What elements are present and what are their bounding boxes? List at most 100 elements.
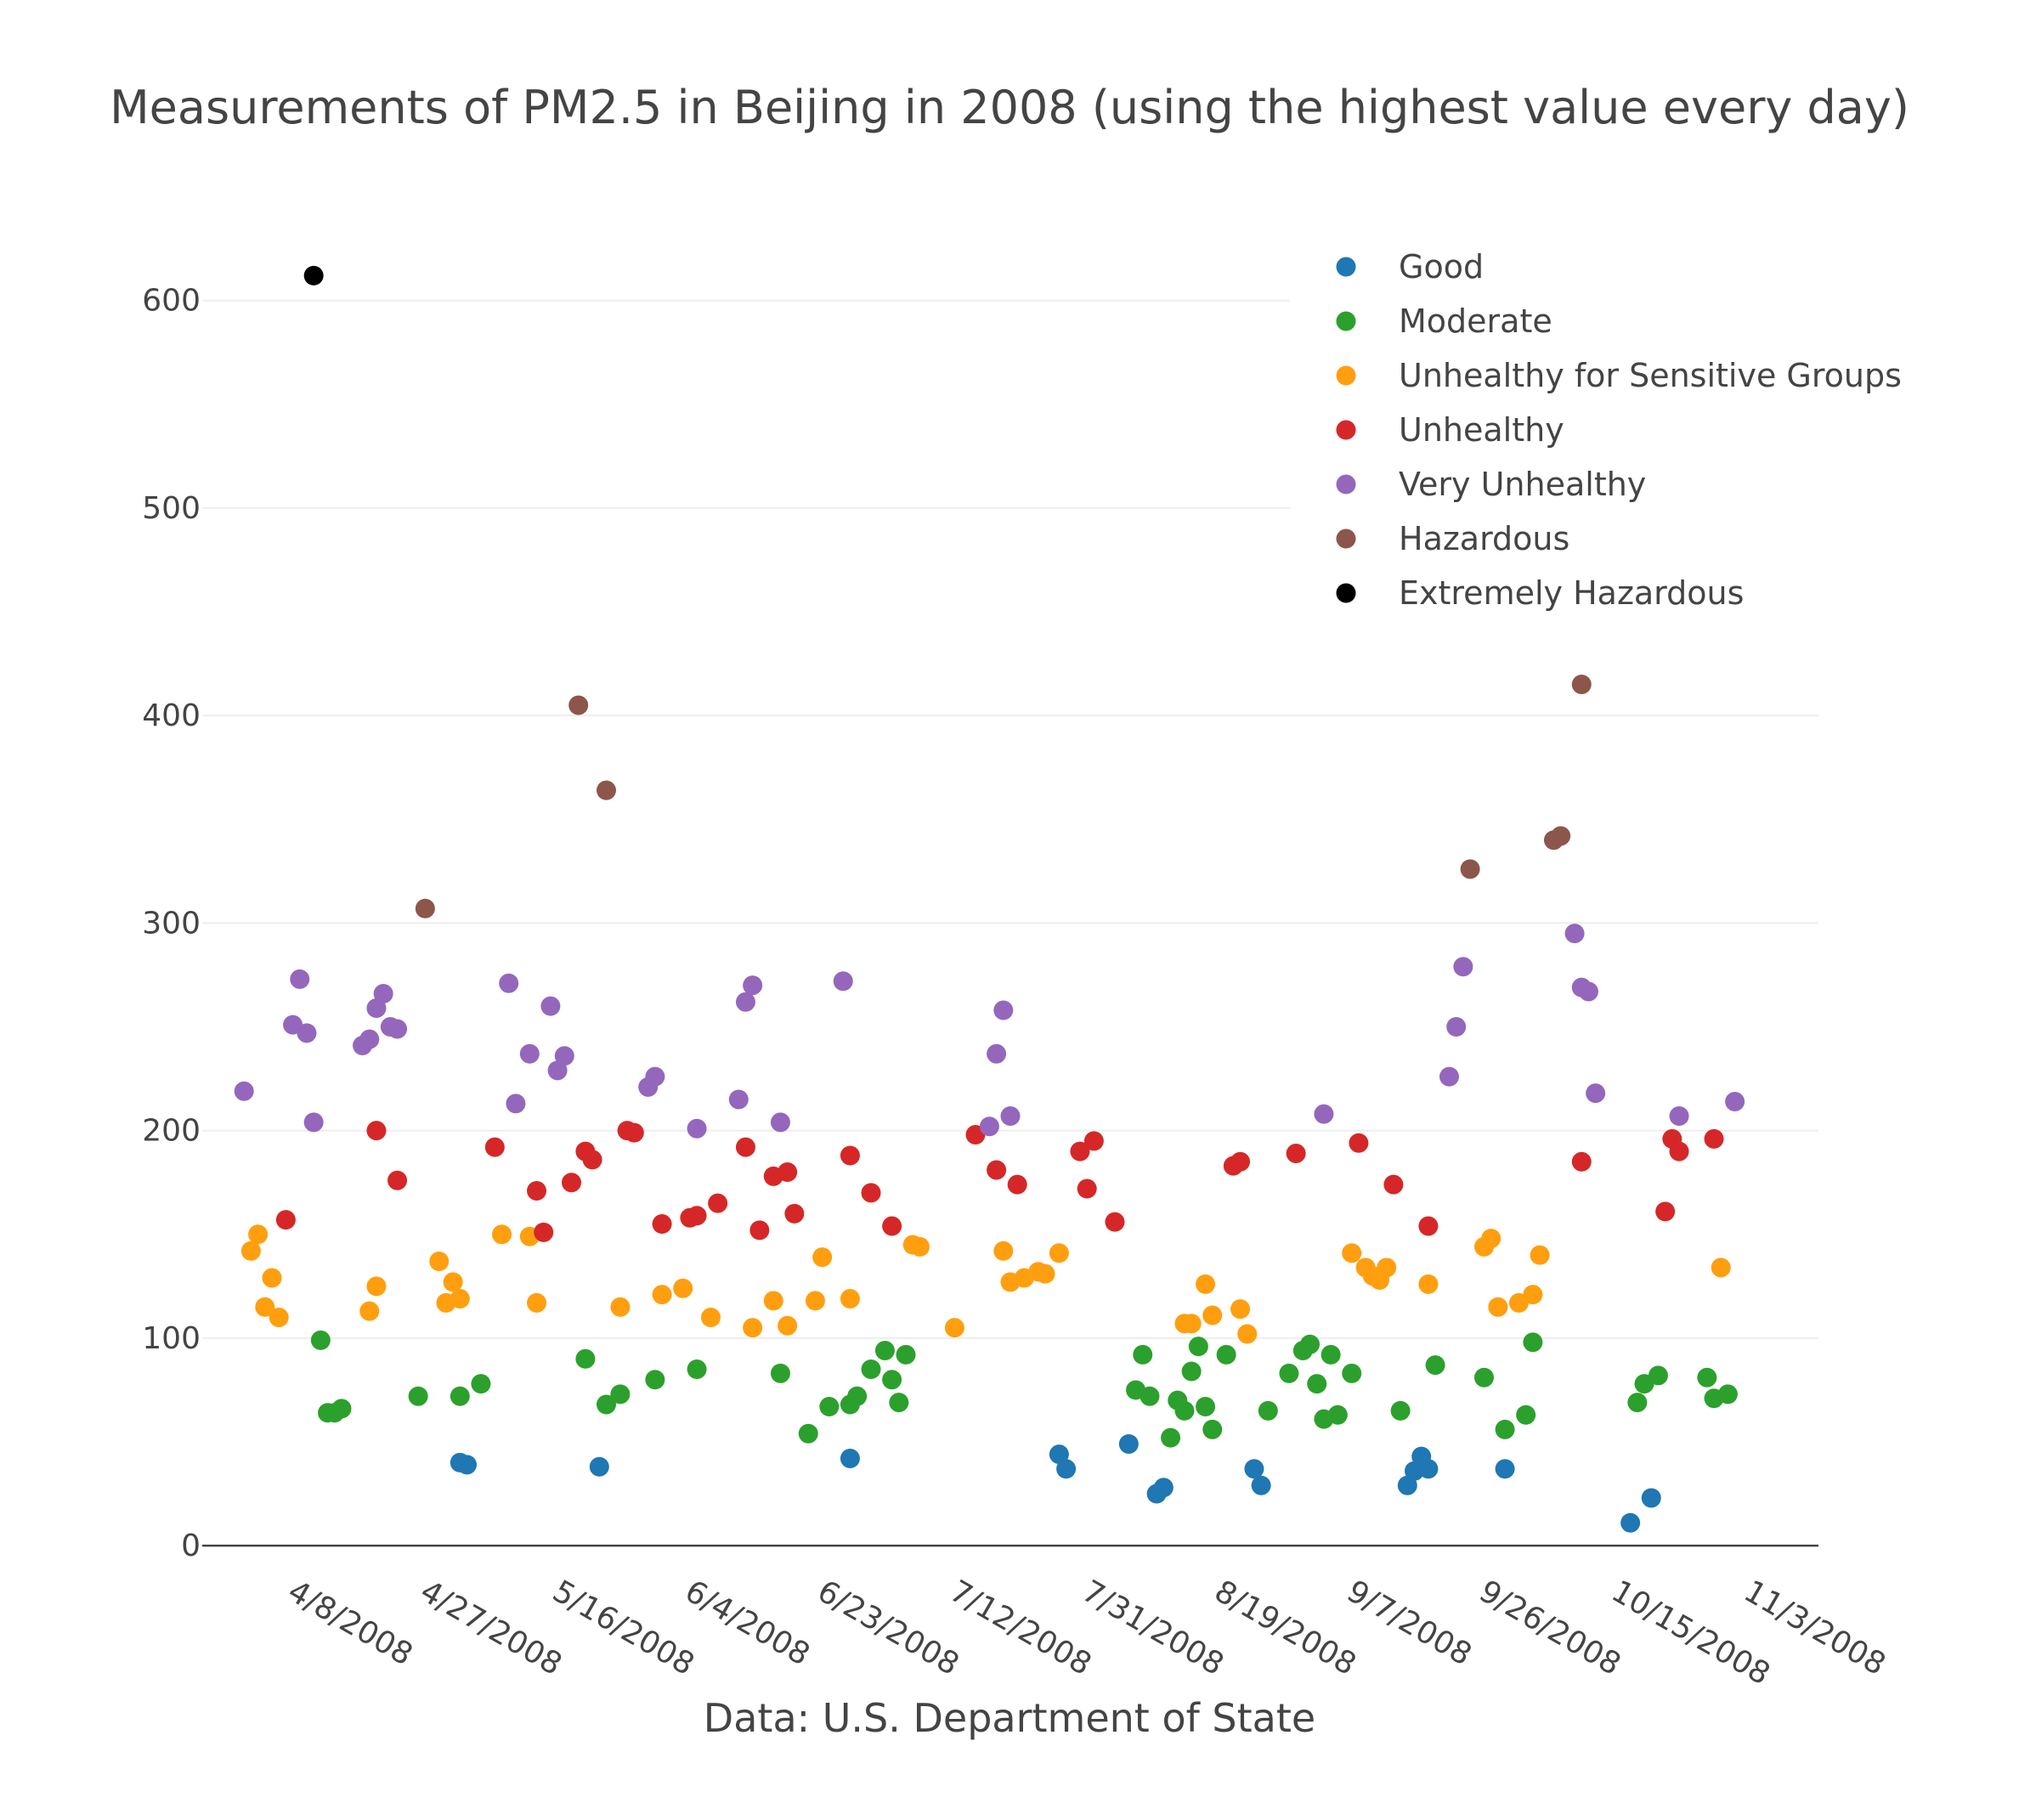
point-unhealthy-for-sensitive-groups <box>527 1292 547 1313</box>
point-hazardous <box>597 780 616 800</box>
legend-marker <box>1336 528 1356 549</box>
point-hazardous <box>415 898 435 918</box>
point-very-unhealthy <box>1564 924 1585 944</box>
legend-label: Good <box>1399 248 1484 285</box>
point-unhealthy-for-sensitive-groups <box>673 1278 693 1298</box>
x-tick-label: 4/27/2008 <box>415 1574 568 1682</box>
point-moderate <box>896 1344 916 1365</box>
point-very-unhealthy <box>1586 1083 1606 1104</box>
point-unhealthy-for-sensitive-groups <box>700 1307 721 1327</box>
point-unhealthy-for-sensitive-groups <box>909 1236 930 1257</box>
point-unhealthy-for-sensitive-groups <box>763 1291 783 1311</box>
point-unhealthy <box>882 1216 902 1236</box>
point-moderate <box>1161 1427 1181 1448</box>
point-moderate <box>1523 1332 1543 1353</box>
legend-marker <box>1336 257 1356 277</box>
point-very-unhealthy <box>540 996 561 1016</box>
point-moderate <box>331 1399 352 1419</box>
x-tick-label: 9/26/2008 <box>1473 1574 1626 1682</box>
point-moderate <box>1648 1365 1668 1386</box>
point-unhealthy <box>582 1150 602 1170</box>
point-unhealthy <box>562 1173 582 1193</box>
legend-marker <box>1336 311 1356 331</box>
point-unhealthy-for-sensitive-groups <box>492 1224 512 1245</box>
point-very-unhealthy <box>1453 957 1473 977</box>
point-very-unhealthy <box>519 1043 540 1064</box>
point-moderate <box>819 1396 840 1416</box>
point-very-unhealthy <box>554 1046 574 1066</box>
point-moderate <box>1495 1419 1515 1439</box>
legend-label: Unhealthy <box>1399 411 1564 449</box>
x-axis-ticks: 4/8/20084/27/20085/16/20086/4/20086/23/2… <box>282 1574 1892 1692</box>
point-very-unhealthy <box>833 971 853 992</box>
point-moderate <box>471 1374 491 1394</box>
legend-marker <box>1336 474 1356 495</box>
point-unhealthy <box>778 1162 798 1182</box>
point-unhealthy <box>1083 1131 1104 1151</box>
point-moderate <box>575 1348 596 1369</box>
point-very-unhealthy <box>359 1029 380 1049</box>
point-very-unhealthy <box>297 1023 317 1043</box>
x-tick-label: 8/19/2008 <box>1208 1574 1361 1682</box>
point-unhealthy-for-sensitive-groups <box>1049 1243 1069 1263</box>
point-moderate <box>874 1341 895 1361</box>
legend-label: Very Unhealthy <box>1399 466 1646 503</box>
point-unhealthy <box>749 1220 770 1241</box>
point-unhealthy-for-sensitive-groups <box>812 1247 833 1268</box>
point-very-unhealthy <box>1439 1066 1459 1087</box>
point-very-unhealthy <box>387 1019 408 1039</box>
point-unhealthy-for-sensitive-groups <box>1237 1324 1258 1344</box>
point-very-unhealthy <box>290 969 310 989</box>
point-moderate <box>847 1386 868 1406</box>
point-moderate <box>1216 1344 1236 1365</box>
point-very-unhealthy <box>1446 1017 1467 1037</box>
point-good <box>1049 1444 1069 1465</box>
x-tick-label: 7/12/2008 <box>944 1574 1097 1682</box>
point-unhealthy <box>1669 1141 1689 1162</box>
point-very-unhealthy <box>743 975 763 996</box>
point-unhealthy <box>735 1137 755 1157</box>
point-unhealthy <box>1383 1174 1404 1195</box>
point-unhealthy <box>484 1137 505 1157</box>
point-very-unhealthy <box>499 973 519 993</box>
point-moderate <box>408 1386 428 1406</box>
point-hazardous <box>1571 675 1592 695</box>
point-very-unhealthy <box>373 983 393 1003</box>
point-moderate <box>1307 1374 1327 1394</box>
point-unhealthy-for-sensitive-groups <box>1523 1285 1543 1305</box>
point-unhealthy-for-sensitive-groups <box>805 1291 825 1311</box>
point-unhealthy <box>366 1121 387 1141</box>
point-unhealthy-for-sensitive-groups <box>269 1307 289 1327</box>
point-moderate <box>1473 1367 1494 1388</box>
point-unhealthy-for-sensitive-groups <box>840 1288 860 1308</box>
point-unhealthy-for-sensitive-groups <box>652 1285 672 1305</box>
point-very-unhealthy <box>1000 1106 1021 1127</box>
point-unhealthy <box>840 1145 860 1166</box>
point-unhealthy <box>1655 1201 1676 1222</box>
point-very-unhealthy <box>506 1094 526 1114</box>
point-moderate <box>798 1423 818 1444</box>
point-unhealthy-for-sensitive-groups <box>255 1297 275 1317</box>
point-very-unhealthy <box>728 1089 749 1110</box>
point-unhealthy <box>1349 1133 1369 1153</box>
point-moderate <box>450 1386 470 1406</box>
point-very-unhealthy <box>1669 1106 1689 1127</box>
point-very-unhealthy <box>770 1112 790 1133</box>
point-moderate <box>1425 1355 1445 1376</box>
legend-marker <box>1336 583 1356 603</box>
point-moderate <box>1196 1396 1216 1416</box>
y-tick-label: 100 <box>142 1321 201 1356</box>
point-very-unhealthy <box>366 998 387 1019</box>
point-good <box>1495 1459 1515 1479</box>
y-tick-label: 500 <box>142 491 201 526</box>
point-very-unhealthy <box>687 1118 707 1139</box>
data-points <box>234 265 1745 1533</box>
point-unhealthy <box>1418 1216 1439 1236</box>
point-unhealthy <box>1230 1151 1251 1172</box>
point-unhealthy <box>1286 1144 1306 1164</box>
point-very-unhealthy <box>1725 1091 1745 1111</box>
point-unhealthy-for-sensitive-groups <box>778 1315 798 1336</box>
point-very-unhealthy <box>1314 1104 1334 1124</box>
point-unhealthy <box>1571 1151 1592 1172</box>
point-unhealthy-for-sensitive-groups <box>248 1224 269 1245</box>
